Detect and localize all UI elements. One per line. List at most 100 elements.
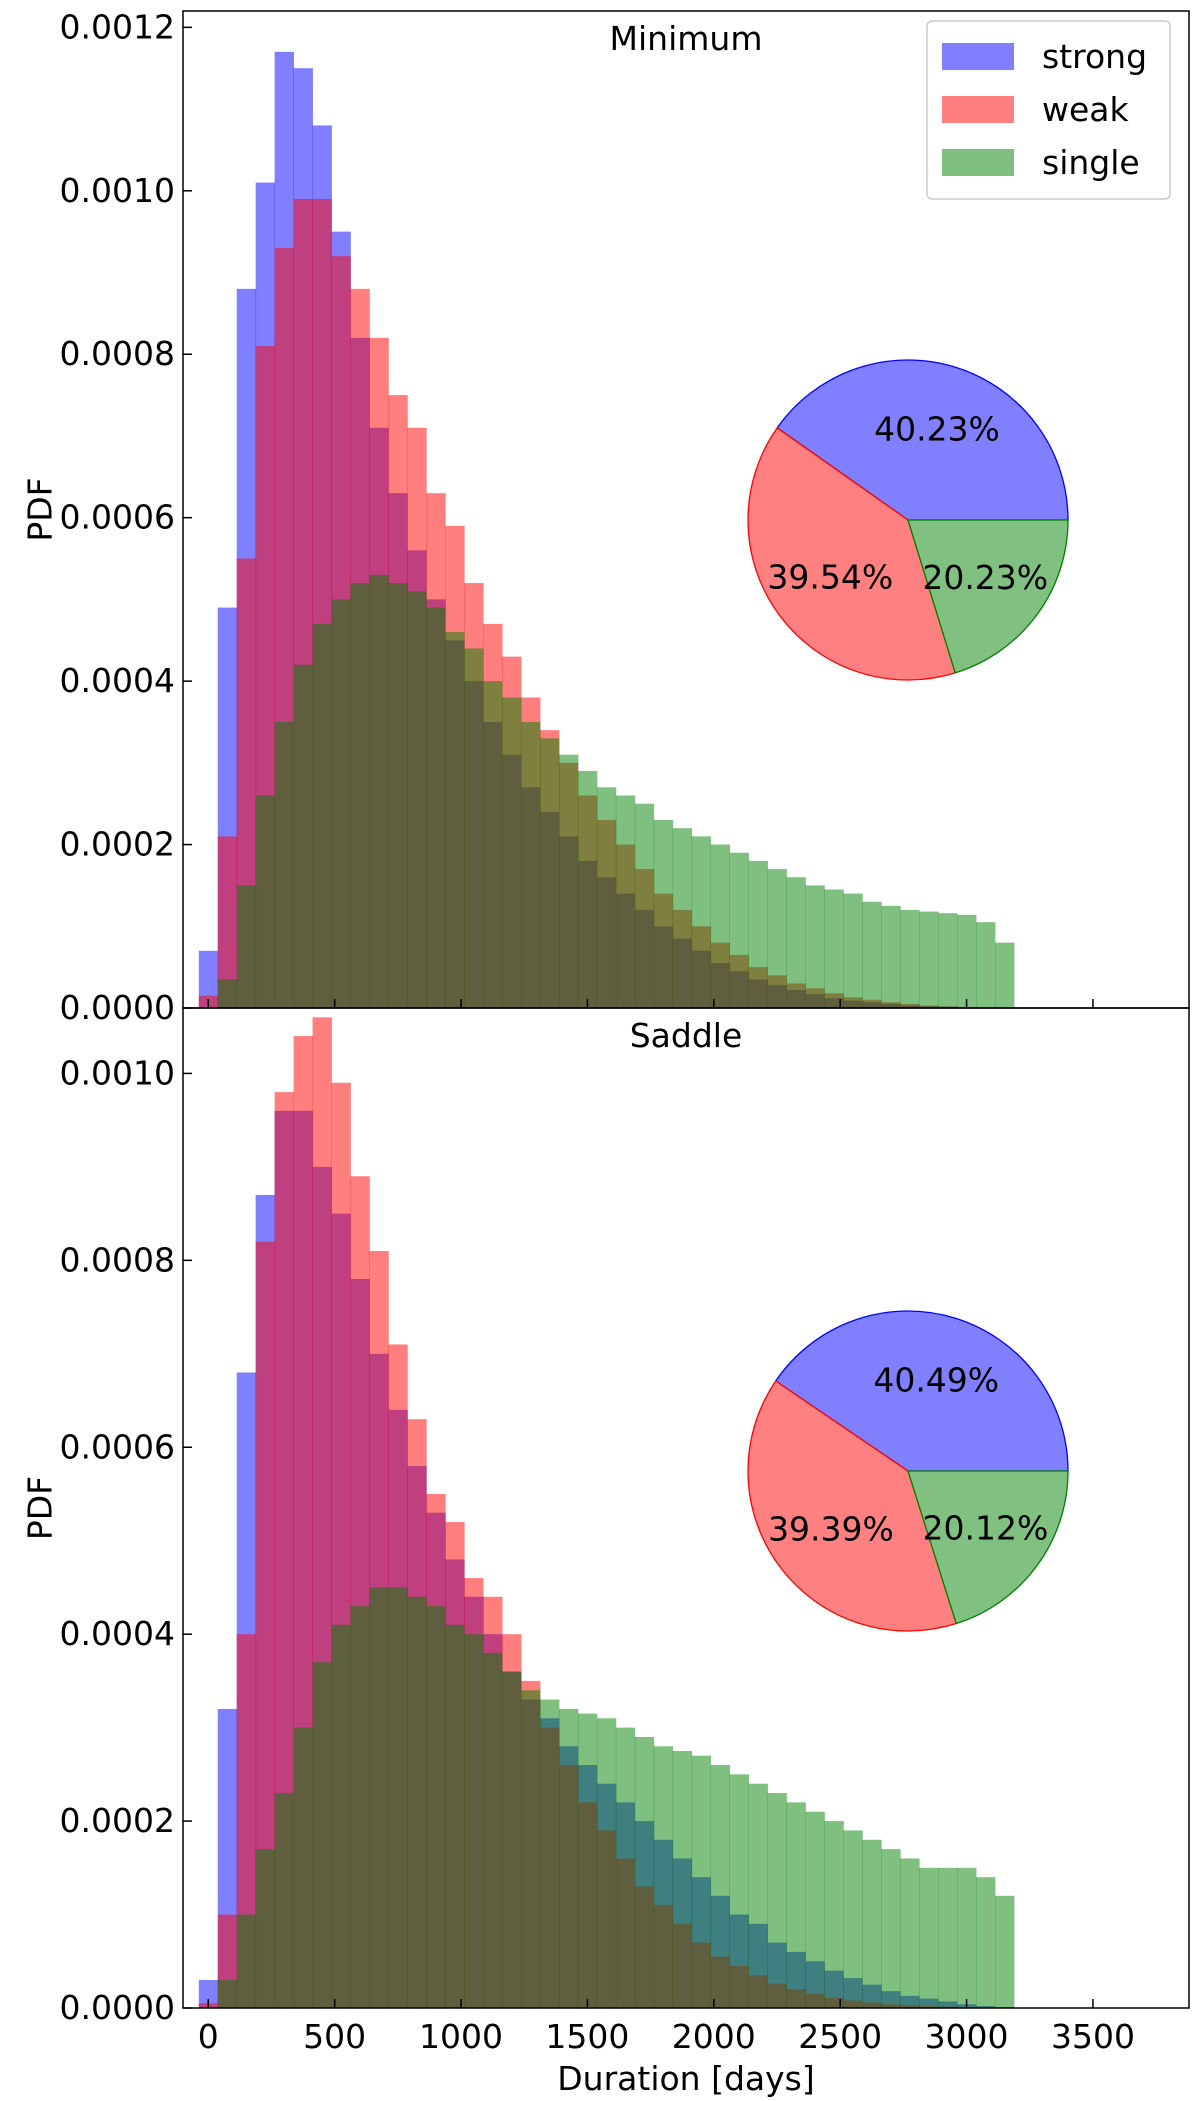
y-tick-label: 0.0000 xyxy=(60,988,175,1027)
y-tick-label: 0.0004 xyxy=(60,1614,175,1653)
bar-single xyxy=(577,1713,598,2008)
bar-single xyxy=(615,795,636,1008)
bar-single xyxy=(767,1793,787,2008)
legend-swatch-strong xyxy=(942,43,1014,70)
bar-single xyxy=(274,721,294,1008)
y-tick-label: 0.0002 xyxy=(60,1801,175,1840)
x-axis-label: Duration [days] xyxy=(557,2059,814,2098)
bar-single xyxy=(236,1914,257,2008)
y-tick-label: 0.0004 xyxy=(60,661,175,700)
bar-single xyxy=(691,836,712,1008)
bar-single xyxy=(729,1774,749,2008)
bar-single xyxy=(672,1750,693,2008)
bar-single xyxy=(388,1587,408,2008)
inset-pie-chart: 40.23% 39.54% 20.23% xyxy=(747,359,1069,681)
bar-single xyxy=(995,1895,1015,2008)
bar-single xyxy=(919,1867,939,2008)
bar-single xyxy=(293,1727,313,2008)
legend: strong weak single xyxy=(926,20,1171,200)
bar-single xyxy=(464,648,484,1008)
bar-single xyxy=(634,1736,655,2008)
bar-single xyxy=(445,1624,465,2008)
pie-label-single: 20.12% xyxy=(923,1509,1049,1548)
y-axis-ticks: 0.0000 0.0002 0.0004 0.0006 0.0008 0.0010 xyxy=(60,1053,192,2027)
pie-label-weak: 39.39% xyxy=(768,1509,894,1548)
legend-label-strong: strong xyxy=(1042,37,1147,76)
bar-single xyxy=(805,1811,825,2008)
bar-single xyxy=(729,852,749,1008)
pie-slice-single xyxy=(907,519,1069,674)
bar-single xyxy=(426,1606,446,2008)
bar-single xyxy=(653,1746,674,2008)
bar-single xyxy=(919,911,939,1008)
pie-label-weak: 39.54% xyxy=(767,557,893,596)
bar-single xyxy=(521,721,541,1008)
x-tick-label: 500 xyxy=(303,2017,366,2056)
bar-single xyxy=(312,623,332,1008)
legend-label-weak: weak xyxy=(1042,90,1130,129)
x-tick-label: 0 xyxy=(198,2017,219,2056)
pie-slice-weak xyxy=(747,426,957,681)
panel-title: Saddle xyxy=(630,1016,743,1055)
bar-single xyxy=(862,1839,882,2008)
bar-single xyxy=(786,1802,806,2008)
bar-weak xyxy=(255,1241,276,2008)
plot-frame xyxy=(182,1007,1190,2009)
y-tick-label: 0.0010 xyxy=(60,1053,175,1092)
x-tick-label: 3000 xyxy=(925,2017,1009,2056)
bar-single xyxy=(786,877,806,1008)
y-tick-label: 0.0010 xyxy=(60,171,175,210)
bar-single xyxy=(710,1765,731,2008)
bar-single xyxy=(502,1671,522,2008)
bar-single xyxy=(369,574,389,1008)
bar-single xyxy=(274,1793,294,2008)
bar-single xyxy=(672,828,693,1008)
bar-single xyxy=(881,1849,901,2008)
bar-single xyxy=(558,754,579,1008)
bar-single xyxy=(312,1662,332,2008)
bar-single xyxy=(995,942,1015,1008)
bar-single xyxy=(938,913,958,1008)
bar-single xyxy=(255,795,276,1008)
bar-single xyxy=(843,1830,863,2008)
bar-single xyxy=(596,787,617,1008)
bar-single xyxy=(710,844,731,1008)
bar-single xyxy=(540,1699,560,2008)
legend-swatch-weak xyxy=(942,96,1014,123)
pie-label-single: 20.23% xyxy=(922,558,1048,597)
bar-single xyxy=(236,885,257,1008)
bar-single xyxy=(331,1624,351,2008)
bar-single xyxy=(350,1606,370,2008)
bar-single xyxy=(426,607,446,1008)
pie-slice-weak xyxy=(747,1380,958,1632)
bar-single xyxy=(805,885,825,1008)
bar-single xyxy=(748,860,768,1008)
bar-single xyxy=(691,1755,712,2008)
pie-slice-single xyxy=(907,1470,1069,1625)
pie-slice-strong xyxy=(774,1310,1069,1472)
bar-single xyxy=(255,1849,276,2008)
panel-saddle: 40.49%39.39% 20.12% 0.00000.00020.00040.0… xyxy=(21,1007,1190,2098)
bar-single xyxy=(824,889,844,1008)
bar-single xyxy=(350,583,370,1008)
bar-weak xyxy=(217,836,238,1008)
bar-single xyxy=(843,893,863,1008)
y-axis-ticks: 0.0000 0.0002 0.0004 0.0006 0.0008 0.0010 0.00… xyxy=(60,7,192,1027)
x-tick-label: 1000 xyxy=(419,2017,503,2056)
y-axis-label: PDF xyxy=(21,1476,60,1540)
bar-single xyxy=(653,820,674,1008)
bar-single xyxy=(521,1690,541,2008)
bar-weak xyxy=(274,1092,294,2008)
x-tick-label: 2000 xyxy=(672,2017,756,2056)
bar-single xyxy=(407,591,427,1008)
bar-single xyxy=(938,1867,958,2008)
x-tick-label: 3500 xyxy=(1051,2017,1135,2056)
bar-single xyxy=(900,909,920,1008)
x-tick-label: 1500 xyxy=(545,2017,629,2056)
x-tick-label: 2500 xyxy=(798,2017,882,2056)
x-axis-ticks: 0 500 1000 1500 2000 2500 3000 3500 xyxy=(198,1999,1135,2056)
bar-single xyxy=(862,901,882,1008)
bar-single xyxy=(957,1867,977,2008)
bar-single xyxy=(369,1587,389,2008)
